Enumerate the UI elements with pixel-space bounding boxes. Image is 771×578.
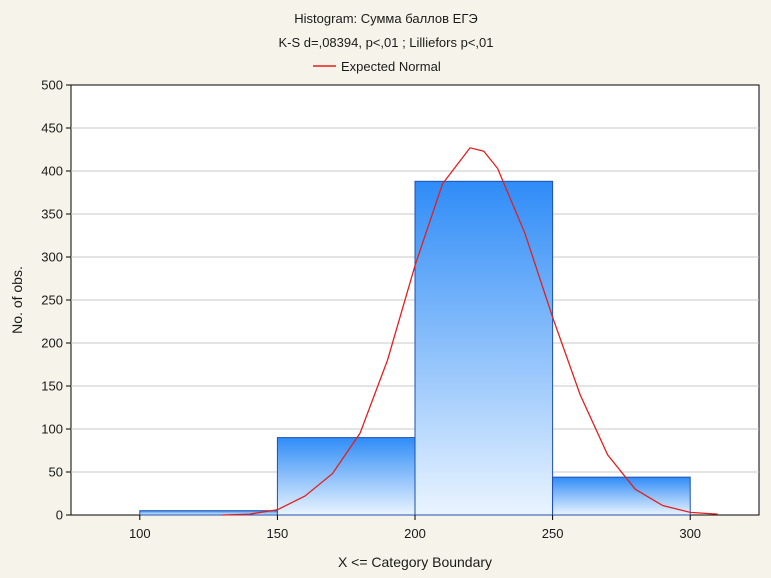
legend: Expected Normal: [313, 59, 441, 74]
y-tick-label: 450: [41, 121, 63, 136]
x-tick-label: 100: [129, 526, 151, 541]
y-tick-label: 0: [56, 508, 63, 523]
expected-normal-curve: [222, 147, 718, 516]
y-tick-label: 500: [41, 78, 63, 93]
x-tick-label: 250: [542, 526, 564, 541]
y-axis-title: No. of obs.: [9, 266, 25, 334]
y-tick-label: 300: [41, 250, 63, 265]
y-tick-label: 100: [41, 422, 63, 437]
legend-label-expected-normal: Expected Normal: [341, 59, 441, 74]
y-tick-label: 150: [41, 379, 63, 394]
histogram-bars: [139, 180, 691, 516]
histogram-bar: [276, 437, 416, 516]
x-tick-label: 200: [404, 526, 426, 541]
histogram-bar: [552, 476, 691, 516]
y-tick-label: 200: [41, 336, 63, 351]
chart-title: Histogram: Сумма баллов ЕГЭ: [294, 11, 477, 26]
x-tick-label: 150: [267, 526, 289, 541]
x-axis-ticks: 100 150 200 250 300: [129, 515, 701, 541]
histogram-bar: [414, 180, 554, 516]
y-tick-label: 350: [41, 207, 63, 222]
chart-subtitle: K-S d=,08394, p<,01 ; Lilliefors p<,01: [278, 35, 493, 50]
y-tick-label: 400: [41, 164, 63, 179]
x-axis-title: X <= Category Boundary: [338, 554, 492, 570]
y-tick-label: 250: [41, 293, 63, 308]
y-tick-label: 50: [49, 465, 63, 480]
x-tick-label: 300: [679, 526, 701, 541]
y-axis-ticks: 0 50 100 150 200 250 300 350 400 450 500: [41, 78, 71, 523]
